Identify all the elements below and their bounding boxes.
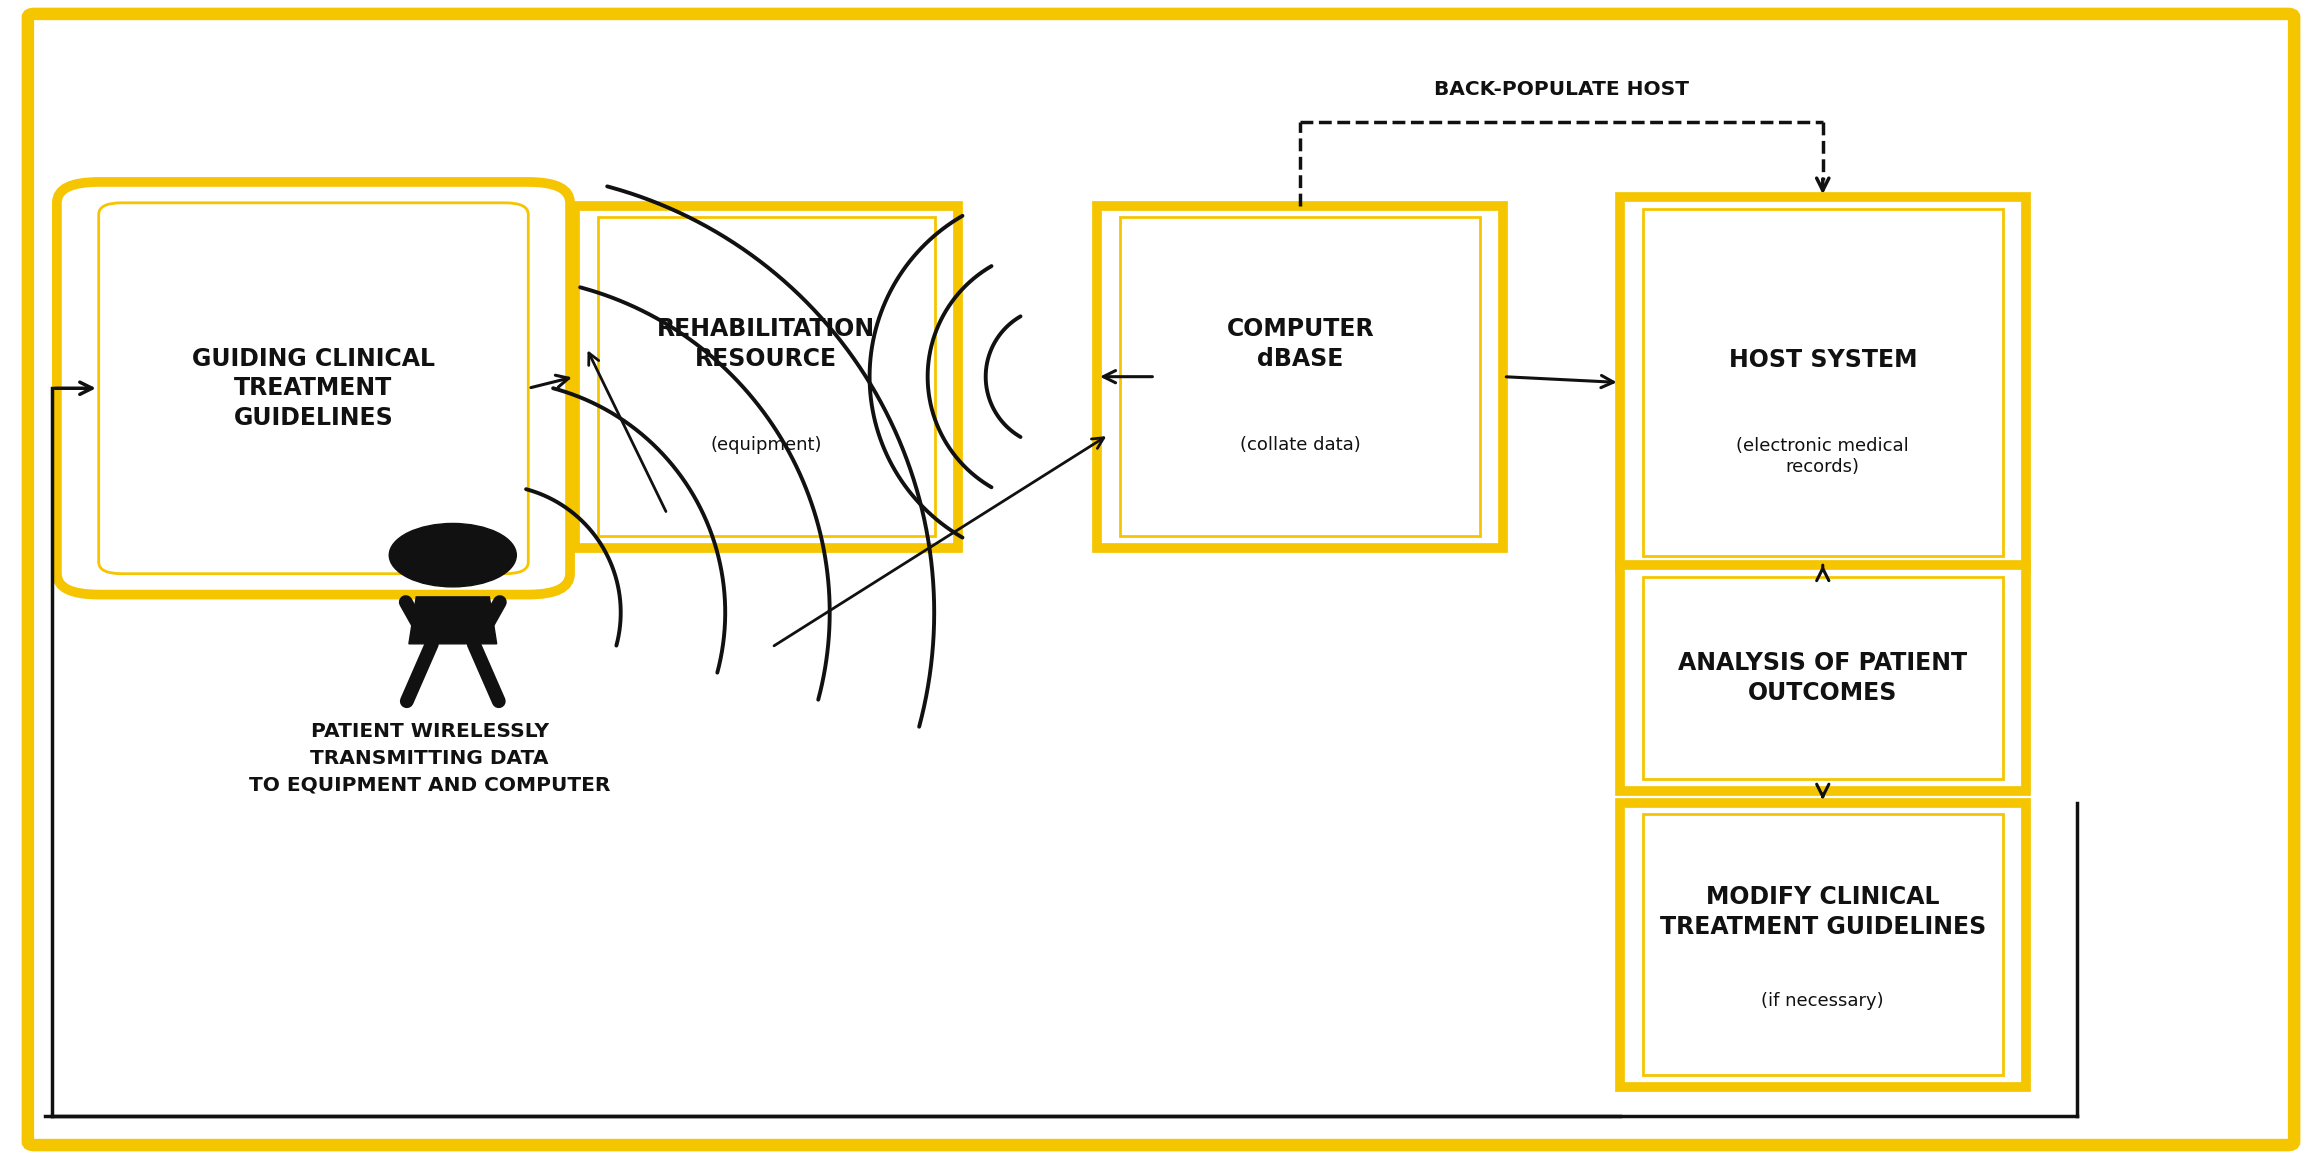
FancyBboxPatch shape	[1119, 218, 1481, 535]
FancyBboxPatch shape	[1618, 566, 2025, 790]
FancyBboxPatch shape	[1642, 814, 2002, 1076]
Text: ANALYSIS OF PATIENT
OUTCOMES: ANALYSIS OF PATIENT OUTCOMES	[1679, 651, 1967, 705]
Circle shape	[390, 524, 515, 586]
FancyBboxPatch shape	[1618, 197, 2025, 568]
Text: GUIDING CLINICAL
TREATMENT
GUIDELINES: GUIDING CLINICAL TREATMENT GUIDELINES	[193, 347, 434, 430]
Text: COMPUTER
dBASE: COMPUTER dBASE	[1226, 318, 1375, 371]
FancyBboxPatch shape	[1618, 802, 2025, 1087]
Text: (collate data): (collate data)	[1240, 436, 1361, 454]
Text: BACK-POPULATE HOST: BACK-POPULATE HOST	[1435, 80, 1688, 99]
FancyBboxPatch shape	[1096, 205, 1502, 547]
Text: REHABILITATION
RESOURCE: REHABILITATION RESOURCE	[657, 318, 875, 371]
FancyBboxPatch shape	[58, 182, 569, 595]
Text: (electronic medical
records): (electronic medical records)	[1737, 437, 1909, 476]
Text: MODIFY CLINICAL
TREATMENT GUIDELINES: MODIFY CLINICAL TREATMENT GUIDELINES	[1660, 885, 1985, 939]
Text: (if necessary): (if necessary)	[1762, 992, 1883, 1011]
FancyBboxPatch shape	[1642, 209, 2002, 556]
Polygon shape	[409, 597, 497, 643]
FancyBboxPatch shape	[74, 190, 553, 586]
Text: PATIENT WIRELESSLY
TRANSMITTING DATA
TO EQUIPMENT AND COMPUTER: PATIENT WIRELESSLY TRANSMITTING DATA TO …	[248, 722, 611, 794]
Text: HOST SYSTEM: HOST SYSTEM	[1728, 349, 1918, 372]
FancyBboxPatch shape	[98, 203, 527, 574]
FancyBboxPatch shape	[574, 205, 957, 547]
FancyBboxPatch shape	[1642, 576, 2002, 779]
Text: (equipment): (equipment)	[711, 436, 822, 454]
FancyBboxPatch shape	[28, 14, 2294, 1145]
FancyBboxPatch shape	[597, 218, 933, 535]
